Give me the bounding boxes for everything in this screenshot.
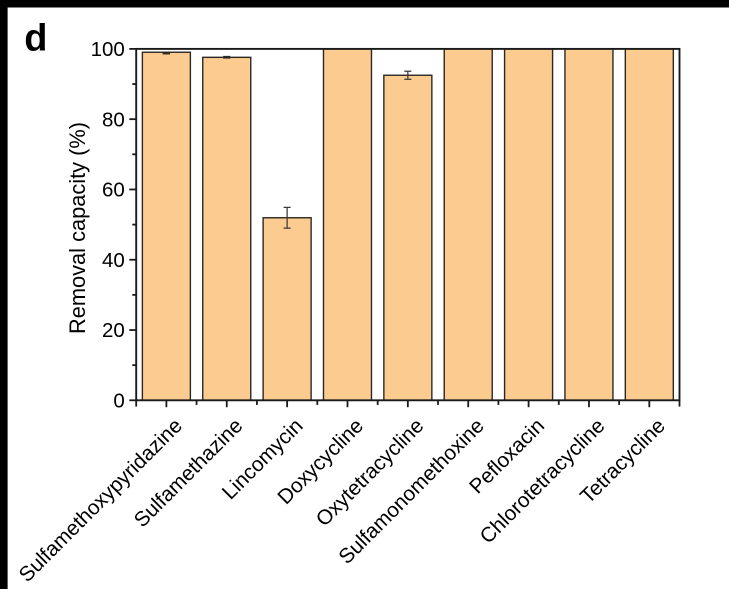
svg-text:d: d	[24, 17, 47, 59]
svg-text:80: 80	[102, 108, 125, 131]
svg-text:60: 60	[102, 179, 125, 202]
svg-text:100: 100	[91, 38, 125, 61]
svg-text:20: 20	[102, 319, 125, 342]
svg-text:0: 0	[113, 390, 124, 413]
svg-text:Removal capacity (%): Removal capacity (%)	[65, 122, 90, 334]
svg-text:40: 40	[102, 249, 125, 272]
